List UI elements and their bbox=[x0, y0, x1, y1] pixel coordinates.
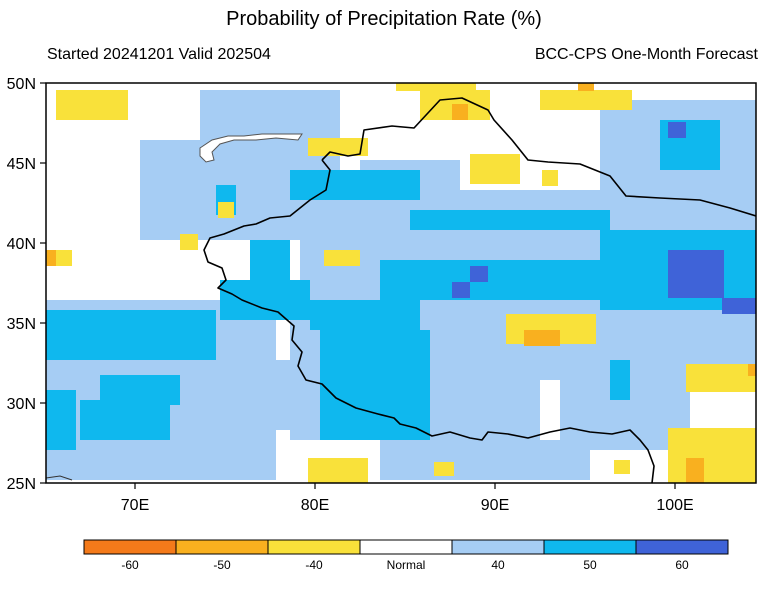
country-boundaries bbox=[203, 97, 756, 483]
colorbar-swatch bbox=[635, 539, 729, 555]
colorbar-swatch bbox=[83, 539, 177, 555]
colorbar-swatch bbox=[359, 539, 453, 555]
probability-cell-dry40 bbox=[308, 138, 368, 156]
probability-cell-dry50 bbox=[748, 364, 756, 376]
latitude-axis bbox=[40, 82, 46, 484]
plot-frame bbox=[45, 82, 757, 484]
lake-balkhash bbox=[199, 133, 303, 163]
probability-cell-dry40 bbox=[180, 234, 198, 250]
probability-cell-dry50 bbox=[46, 250, 56, 266]
probability-cell-dry40 bbox=[218, 202, 234, 218]
probability-cell-wet50 bbox=[320, 330, 430, 440]
colorbar-label: -40 bbox=[305, 558, 323, 572]
probability-cell-wet50 bbox=[220, 280, 310, 320]
lat-label-25n: 25N bbox=[7, 476, 36, 493]
probability-cell-dry40 bbox=[324, 250, 360, 266]
probability-cell-dry40 bbox=[434, 462, 454, 476]
probability-cell-dry50 bbox=[686, 458, 704, 483]
coastline bbox=[45, 475, 73, 481]
probability-cell-wet60 bbox=[722, 298, 756, 314]
probability-cell-wet60 bbox=[668, 250, 724, 298]
probability-cell-wet50 bbox=[100, 375, 180, 405]
map-title: Probability of Precipitation Rate (%) bbox=[226, 8, 542, 30]
lon-label-90e: 90E bbox=[481, 497, 509, 514]
probability-cell-wet50 bbox=[290, 170, 420, 200]
probability-cell-dry40 bbox=[686, 364, 756, 392]
probability-cell-dry40 bbox=[542, 170, 558, 186]
probability-cell-dry40 bbox=[56, 90, 128, 120]
colorbar-label: 50 bbox=[583, 558, 597, 572]
probability-cell-dry40 bbox=[396, 83, 476, 91]
probability-cell-wet60 bbox=[668, 122, 686, 138]
probability-cells bbox=[46, 83, 756, 483]
probability-cell-dry40 bbox=[308, 458, 368, 483]
colorbar-swatch bbox=[543, 539, 637, 555]
lat-label-45n: 45N bbox=[7, 156, 36, 173]
lon-label-80e: 80E bbox=[301, 497, 329, 514]
colorbar: -60 -50 -40 Normal 40 50 60 bbox=[83, 539, 729, 572]
forecast-dates: Started 20241201 Valid 202504 bbox=[47, 46, 271, 63]
colorbar-label: -60 bbox=[121, 558, 139, 572]
probability-cell-wet50 bbox=[380, 260, 620, 300]
lat-label-50n: 50N bbox=[7, 76, 36, 93]
longitude-axis bbox=[134, 483, 676, 489]
colorbar-label: Normal bbox=[387, 558, 426, 572]
probability-cell-dry50 bbox=[578, 83, 594, 91]
probability-cell-wet50 bbox=[80, 400, 170, 440]
lat-label-40n: 40N bbox=[7, 236, 36, 253]
colorbar-swatch bbox=[175, 539, 269, 555]
lon-label-100e: 100E bbox=[656, 497, 693, 514]
probability-cell-dry40 bbox=[540, 90, 632, 110]
lat-label-30n: 30N bbox=[7, 396, 36, 413]
probability-cell-wet60 bbox=[470, 266, 488, 282]
probability-cell-dry40 bbox=[668, 428, 756, 483]
probability-cell-wet50 bbox=[46, 310, 216, 360]
probability-cell-dry40 bbox=[614, 460, 630, 474]
colorbar-swatch bbox=[267, 539, 361, 555]
colorbar-swatch bbox=[451, 539, 545, 555]
probability-cell-wet50 bbox=[310, 300, 420, 330]
lat-label-35n: 35N bbox=[7, 316, 36, 333]
probability-cell-wet50 bbox=[410, 210, 610, 230]
lon-label-70e: 70E bbox=[121, 497, 149, 514]
colorbar-label: 60 bbox=[675, 558, 689, 572]
probability-cell-dry50 bbox=[524, 330, 560, 346]
probability-cell-dry50 bbox=[452, 104, 468, 120]
probability-cell-wet60 bbox=[452, 282, 470, 298]
forecast-source: BCC-CPS One-Month Forecast bbox=[534, 46, 758, 63]
probability-cell-wet50 bbox=[610, 360, 630, 400]
probability-cell-wet50 bbox=[250, 240, 290, 280]
probability-cell-wet40 bbox=[380, 440, 590, 480]
probability-cell-wet40 bbox=[200, 90, 340, 170]
probability-cell-wet50 bbox=[46, 390, 76, 450]
probability-cell-dry40 bbox=[470, 154, 520, 184]
colorbar-label: -50 bbox=[213, 558, 231, 572]
colorbar-label: 40 bbox=[491, 558, 505, 572]
